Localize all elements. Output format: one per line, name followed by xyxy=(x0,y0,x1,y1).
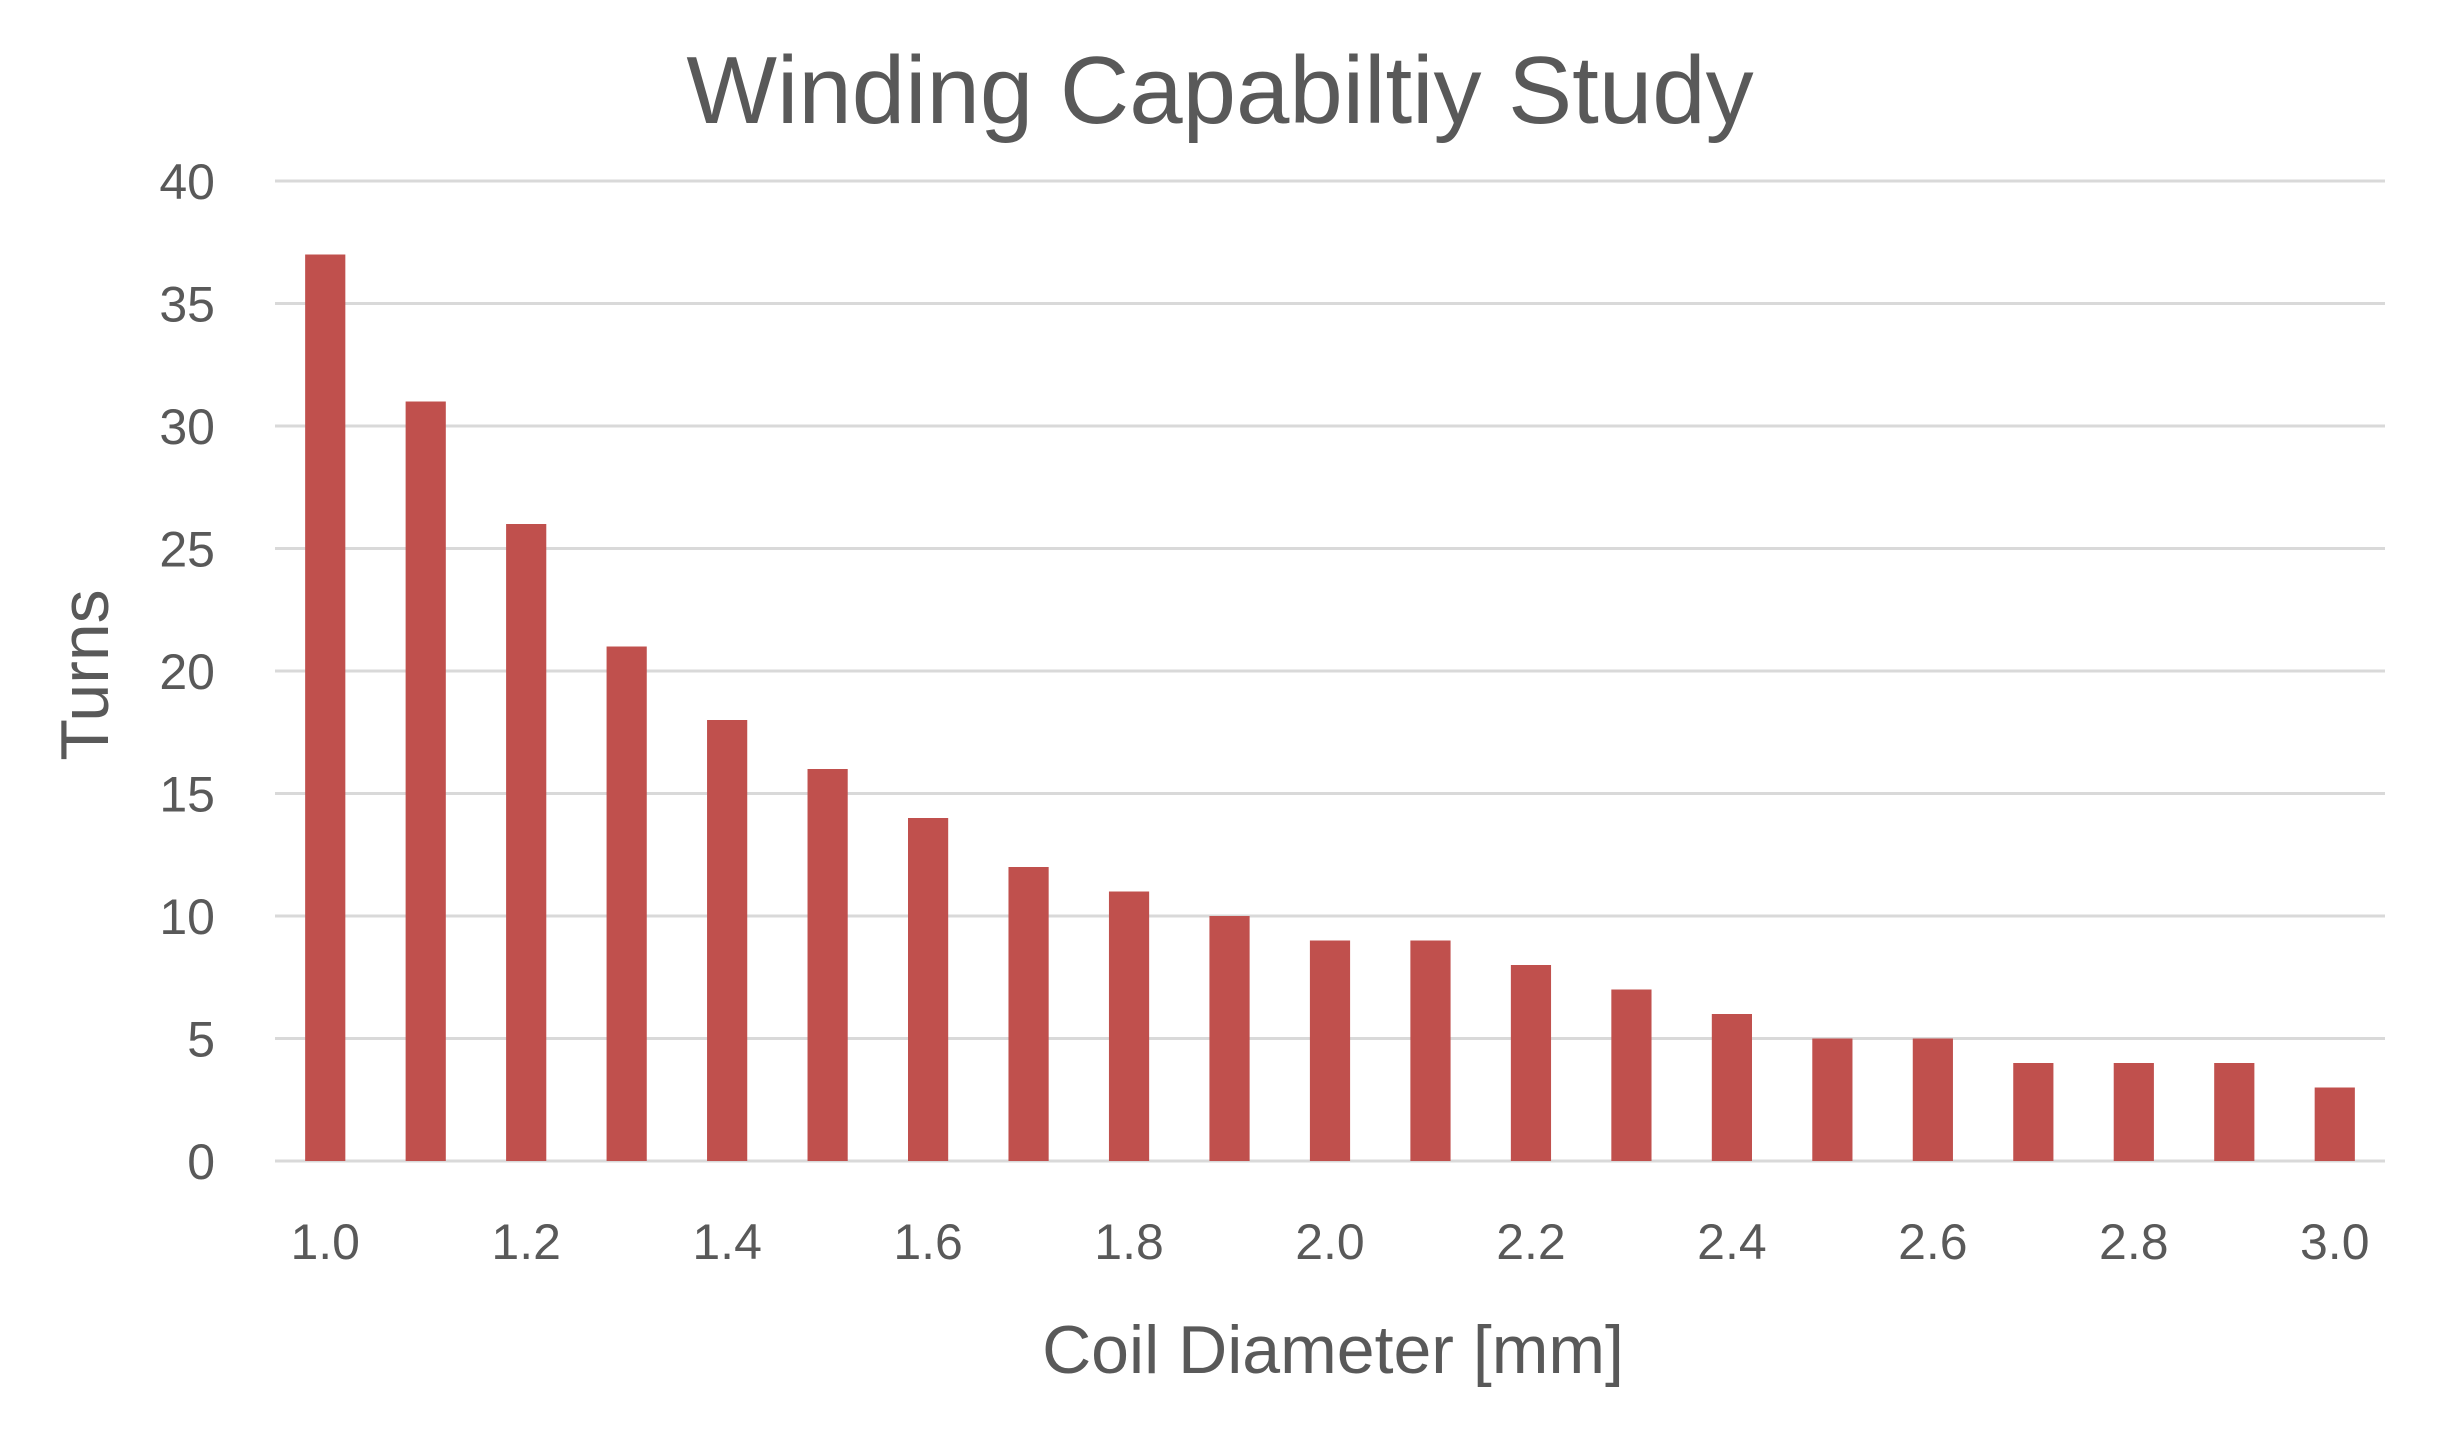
bar-1-6 xyxy=(908,818,949,1161)
y-tick-label: 25 xyxy=(159,522,215,578)
x-tick-label: 1.8 xyxy=(1094,1214,1164,1270)
y-tick-label: 35 xyxy=(159,277,215,333)
x-tick-label: 1.4 xyxy=(692,1214,762,1270)
y-tick-label: 0 xyxy=(187,1134,215,1190)
x-tick-label: 2.0 xyxy=(1295,1214,1365,1270)
bar-1-8 xyxy=(1108,891,1150,1161)
bar-2-9 xyxy=(2214,1063,2255,1161)
bar-2-4 xyxy=(1711,1014,1752,1161)
bar-1-1 xyxy=(405,401,446,1161)
bar-2-1 xyxy=(1410,940,1451,1161)
bar-2-6 xyxy=(1912,1038,1953,1161)
bars xyxy=(305,254,2355,1161)
x-tick-label: 2.6 xyxy=(1898,1214,1968,1270)
y-axis-ticks: 0 5 10 15 20 25 30 35 40 xyxy=(159,154,215,1190)
y-tick-label: 30 xyxy=(159,399,215,455)
chart-title: Winding Capabiltiy Study xyxy=(686,37,1753,144)
bar-1-9 xyxy=(1209,916,1250,1161)
x-tick-label: 1.0 xyxy=(290,1214,360,1270)
bar-1-0 xyxy=(305,254,346,1161)
bar-3-0 xyxy=(2314,1087,2355,1161)
y-axis-title: Turns xyxy=(47,589,123,760)
x-tick-label: 1.2 xyxy=(491,1214,561,1270)
bar-2-7 xyxy=(2013,1063,2054,1161)
bar-1-5 xyxy=(807,769,848,1161)
x-tick-label: 1.6 xyxy=(893,1214,963,1270)
x-tick-label: 3.0 xyxy=(2300,1214,2370,1270)
y-tick-label: 20 xyxy=(159,644,215,700)
x-tick-label: 2.4 xyxy=(1697,1214,1767,1270)
x-axis-ticks: 1.0 1.2 1.4 1.6 1.8 2.0 2.2 2.4 2.6 2.8 3.0 xyxy=(290,1214,2369,1270)
bar-1-4 xyxy=(707,720,748,1161)
y-tick-label: 5 xyxy=(187,1012,215,1068)
bar-1-7 xyxy=(1008,867,1049,1161)
bar-2-8 xyxy=(2113,1063,2154,1161)
bar-1-2 xyxy=(506,524,547,1161)
y-tick-label: 40 xyxy=(159,154,215,210)
x-tick-label: 2.2 xyxy=(1496,1214,1566,1270)
bar-2-3 xyxy=(1611,989,1652,1161)
x-axis-title: Coil Diameter [mm] xyxy=(1042,1312,1624,1388)
y-tick-label: 10 xyxy=(159,889,215,945)
bar-1-3 xyxy=(606,646,647,1161)
bar-2-0 xyxy=(1309,940,1351,1161)
bar-2-2 xyxy=(1510,965,1552,1161)
y-tick-label: 15 xyxy=(159,767,215,823)
x-tick-label: 2.8 xyxy=(2099,1214,2169,1270)
bar-2-5 xyxy=(1812,1038,1853,1161)
